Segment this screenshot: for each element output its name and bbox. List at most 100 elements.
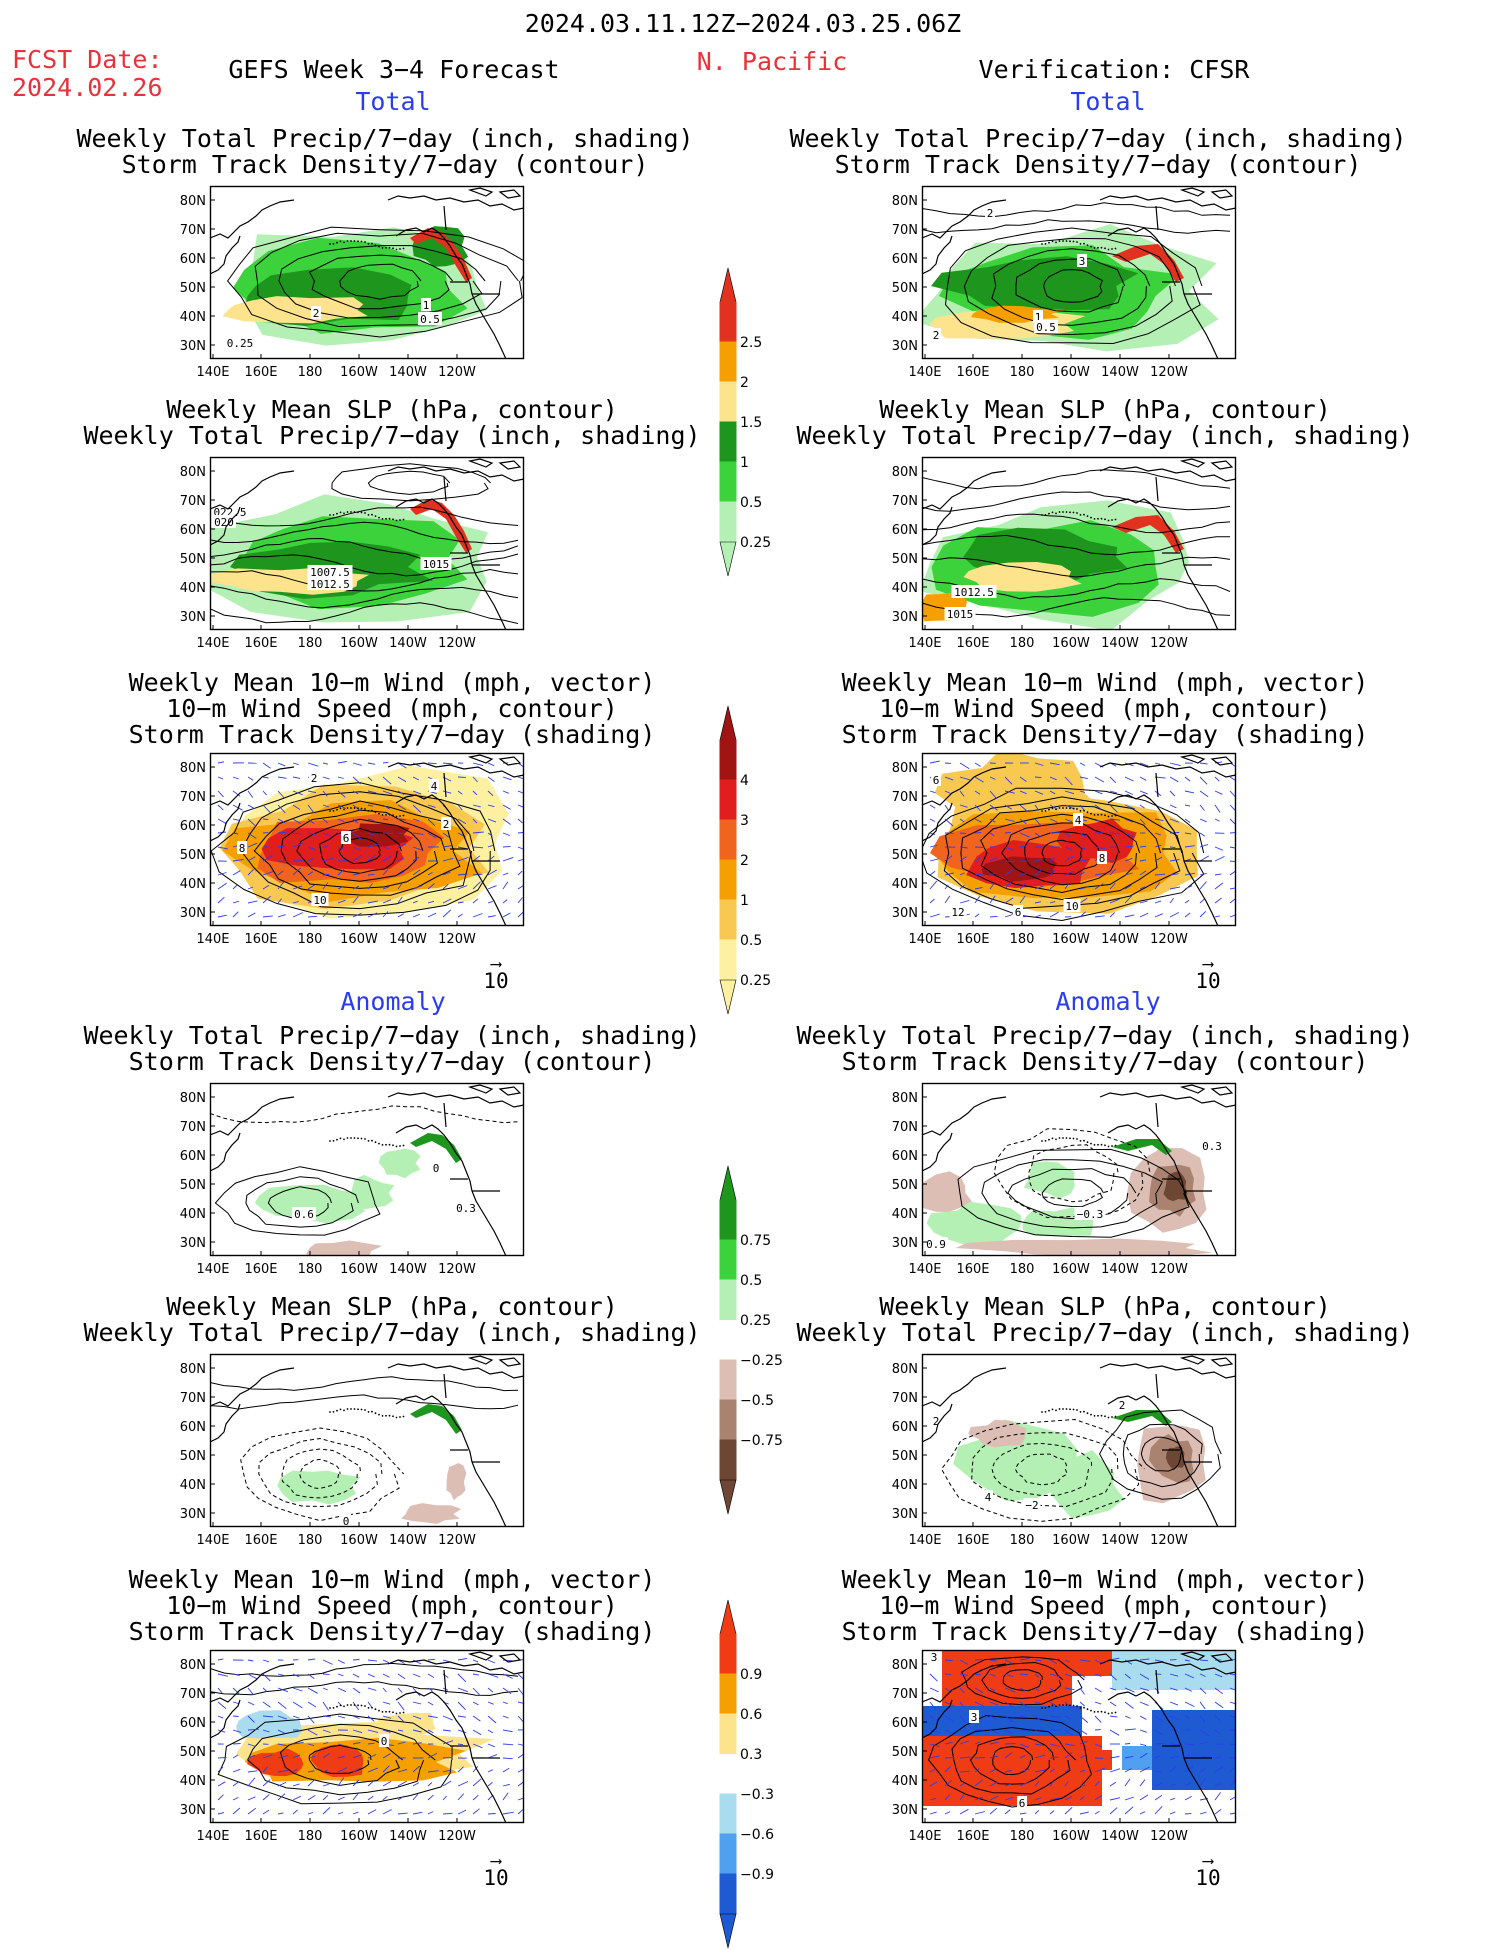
colorbar-label: −0.25 — [740, 1353, 783, 1369]
lat-tick-label: 80N — [892, 1362, 918, 1377]
panel-title-f-anom-slp: Weekly Mean SLP (hPa, contour)Weekly Tot… — [83, 1294, 700, 1346]
aleutian-island — [396, 816, 398, 818]
aleutian-island — [1094, 814, 1096, 816]
aleutian-island — [1080, 1411, 1082, 1413]
aleutian-island — [336, 513, 338, 515]
panel-title-f-tot-wind: Weekly Mean 10−m Wind (mph, vector)10−m … — [129, 670, 656, 748]
aleutian-island — [382, 1415, 384, 1417]
aleutian-island — [1045, 243, 1047, 245]
contour-label: 6 — [343, 832, 350, 845]
aleutian-island — [1076, 241, 1078, 243]
lon-tick-label: 140E — [196, 1262, 229, 1277]
lat-tick-label: 60N — [180, 1716, 206, 1731]
aleutian-island — [1097, 247, 1099, 249]
aleutian-island — [1069, 240, 1071, 242]
lon-tick-label: 160W — [1052, 365, 1090, 380]
aleutian-island — [364, 1705, 366, 1707]
aleutian-island — [1059, 1137, 1061, 1139]
lat-tick-label: 70N — [180, 223, 206, 238]
region-title: N. Pacific — [697, 48, 848, 76]
lat-tick-label: 70N — [180, 1120, 206, 1135]
lon-tick-label: 180 — [1010, 932, 1035, 947]
aleutian-island — [329, 1140, 331, 1142]
aleutian-island — [1076, 1409, 1078, 1411]
aleutian-island — [1115, 1416, 1117, 1418]
aleutian-island — [1069, 807, 1071, 809]
lon-tick-label: 160E — [956, 1829, 989, 1844]
lon-tick-label: 120W — [438, 932, 476, 947]
lon-tick-label: 160E — [244, 636, 277, 651]
aleutian-island — [371, 243, 373, 245]
aleutian-island — [1052, 1409, 1054, 1411]
colorbar-segment — [720, 740, 736, 780]
wind-vector — [1125, 1744, 1130, 1745]
lon-tick-label: 120W — [1150, 1829, 1188, 1844]
lat-tick-label: 60N — [892, 1716, 918, 1731]
aleutian-island — [1097, 518, 1099, 520]
lat-tick-label: 30N — [180, 1236, 206, 1251]
aleutian-island — [1111, 248, 1113, 250]
aleutian-island — [1101, 1415, 1103, 1417]
wind-vector — [1140, 846, 1146, 847]
aleutian-island — [1108, 1713, 1110, 1715]
aleutian-island — [371, 1411, 373, 1413]
aleutian-island — [399, 248, 401, 250]
colorbar-label: 0.5 — [740, 495, 762, 511]
aleutian-island — [336, 242, 338, 244]
vector-reference-forecast-total: ⟶10 — [483, 958, 508, 992]
colorbar-label: 3 — [740, 813, 749, 829]
aleutian-island — [1115, 248, 1117, 250]
aleutian-island — [354, 807, 356, 809]
wind-vector — [975, 847, 985, 848]
colorbar-segment — [720, 780, 736, 820]
colorbar-segment — [720, 940, 736, 980]
aleutian-island — [1048, 809, 1050, 811]
lat-tick-label: 70N — [180, 790, 206, 805]
aleutian-island — [1073, 1409, 1075, 1411]
aleutian-island — [1111, 1416, 1113, 1418]
map-svg: 022.50201007.51012.5101580N70N60N50N40N3… — [210, 457, 524, 630]
lat-tick-label: 50N — [892, 1449, 918, 1464]
contour-label: 0.5 — [420, 313, 440, 326]
lat-tick-label: 50N — [180, 848, 206, 863]
aleutian-island — [1087, 244, 1089, 246]
lon-tick-label: 120W — [1150, 636, 1188, 651]
wind-vector — [518, 833, 523, 834]
contour-label: 10 — [313, 894, 326, 907]
aleutian-island — [1055, 1410, 1057, 1412]
aleutian-island — [385, 1415, 387, 1417]
map-content: 210.50.25 — [210, 186, 529, 359]
aleutian-island — [378, 1710, 380, 1712]
aleutian-island — [1115, 519, 1117, 521]
colorbar-label: 2 — [740, 853, 749, 869]
aleutian-island — [1052, 512, 1054, 514]
contour-label: 2 — [443, 818, 450, 831]
aleutian-island — [396, 520, 398, 522]
aleutian-island — [375, 244, 377, 246]
aleutian-island — [1101, 247, 1103, 249]
aleutian-island — [1073, 512, 1075, 514]
aleutian-island — [1059, 240, 1061, 242]
aleutian-island — [371, 514, 373, 516]
aleutian-island — [1104, 1415, 1106, 1417]
lat-tick-label: 70N — [180, 1687, 206, 1702]
aleutian-island — [1045, 810, 1047, 812]
map-background — [210, 1083, 524, 1256]
colorbar-segment — [720, 382, 736, 422]
lon-tick-label: 140W — [389, 932, 427, 947]
aleutian-island — [350, 240, 352, 242]
aleutian-island — [364, 808, 366, 810]
aleutian-island — [364, 1409, 366, 1411]
aleutian-island — [368, 514, 370, 516]
aleutian-island — [1090, 1143, 1092, 1145]
lon-tick-label: 160W — [1052, 1262, 1090, 1277]
contour-label: 4 — [985, 1491, 992, 1504]
aleutian-island — [1059, 511, 1061, 513]
aleutian-island — [368, 810, 370, 812]
colorbar-label: −0.75 — [740, 1433, 783, 1449]
map-content: 0 — [210, 1650, 529, 1823]
